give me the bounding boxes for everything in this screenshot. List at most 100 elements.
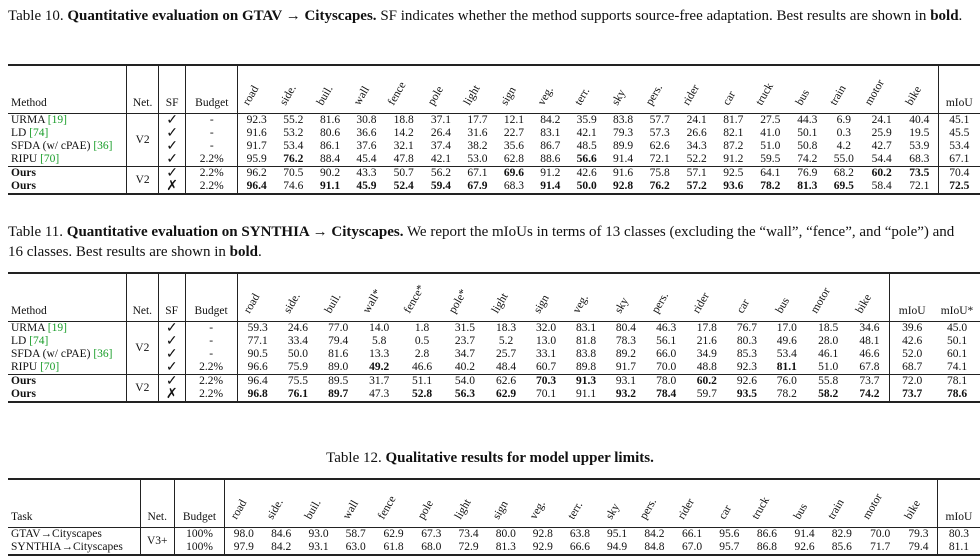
method-label: Ours: [11, 180, 36, 192]
score-cell: 35.6: [503, 140, 525, 152]
column-header-label: pole: [416, 498, 437, 522]
column-header-label: bike: [904, 84, 925, 108]
caption-text: We report the mIoUs in terms of 13 class…: [8, 224, 955, 260]
score-cell: 93.2: [615, 388, 636, 400]
caption-prefix: Table 12.: [326, 450, 382, 466]
column-header: fence: [374, 479, 413, 528]
score-cell: 74.2: [797, 153, 818, 165]
column-header-label: train: [825, 497, 847, 522]
column-header: bike: [901, 65, 939, 114]
column-header: rider: [678, 65, 715, 114]
score-cell: 67.1: [949, 153, 970, 165]
score-cell: 25.7: [495, 348, 517, 360]
network-label: V3+: [140, 527, 175, 555]
caption-prefix: Table 11.: [8, 224, 64, 240]
column-header: mIoU: [945, 511, 973, 523]
header-row: Method Net. SF Budget road side. buil. wall fenc…: [8, 65, 980, 114]
budget-value: -: [185, 140, 239, 153]
method-name: Ours: [8, 374, 127, 388]
caption-title: Qualitative results for model upper limi…: [385, 450, 654, 466]
column-header: SF: [158, 65, 187, 114]
network-label: V2: [126, 374, 159, 402]
column-header: truck: [748, 479, 786, 528]
column-header: fence*: [400, 273, 444, 322]
score-cell: 30.8: [348, 113, 385, 127]
method-label: URMA: [11, 322, 48, 334]
score-cell: 80.0: [487, 527, 525, 541]
column-header: fence: [385, 65, 423, 114]
score-cell: 34.9: [696, 348, 717, 360]
column-header: bus: [767, 273, 807, 322]
table10: Method Net. SF Budget road side. buil. wall fenc…: [8, 64, 980, 195]
score-cell: 94.9: [606, 541, 628, 553]
column-header-label: wall: [351, 84, 372, 108]
score-cell: 67.1: [459, 166, 496, 180]
score-cell: 81.8: [575, 335, 597, 347]
score-cell: 80.4: [605, 321, 646, 335]
table-row: GTAV→Cityscapes V3+ 100% 98.0 84.6 93.0 58.7 62…: [8, 527, 980, 555]
column-header-label: rider: [690, 290, 712, 316]
score-cell: 78.2: [776, 388, 797, 400]
score-cell: 76.0: [766, 374, 807, 388]
score-cell: 13.0: [536, 335, 557, 347]
column-header: car: [715, 65, 751, 114]
column-header-label: pole: [425, 84, 447, 108]
column-header: bike: [899, 479, 938, 528]
header-row: Method Net. SF Budget road side. buil. wall* fen…: [8, 273, 980, 322]
column-header-label: bike: [854, 292, 875, 316]
score-cell: 82.1: [723, 127, 744, 139]
column-header: motor: [860, 479, 899, 528]
score-cell: 67.3: [412, 527, 450, 541]
score-cell: 70.3: [526, 374, 567, 388]
budget-value: 2.2%: [185, 153, 239, 167]
score-cell: 2.8: [414, 348, 430, 360]
score-cell: 76.7: [727, 321, 767, 335]
score-cell: 0.3: [836, 127, 852, 139]
score-cell: 81.6: [328, 348, 349, 360]
score-cell: 42.7: [871, 140, 892, 152]
table10-caption: Table 10. Quantitative evaluation on GTA…: [8, 8, 963, 24]
table11-caption: Table 11. Quantitative evaluation on SYN…: [8, 224, 955, 260]
task-name: GTAV→Cityscapes: [8, 527, 141, 541]
table-row: RIPU [70] ✓ 2.2% 95.9 76.2 88.4 45.4 47.8 42.1 53…: [8, 152, 980, 167]
score-cell: 89.8: [575, 361, 597, 373]
column-header-label: fence: [375, 493, 399, 522]
score-cell: 23.7: [454, 335, 475, 347]
header-row: Task Net. Budget road side. buil. wall fence pol…: [8, 479, 980, 528]
score-cell: 49.2: [369, 361, 390, 373]
table-row: RIPU [70] ✓ 2.2% 96.6 75.9 89.0 49.2 46.6 40.2 48…: [8, 360, 980, 375]
caption-text: SF indicates whether the method supports…: [376, 8, 931, 24]
score-cell: 72.0: [889, 374, 934, 388]
score-cell: 42.6: [902, 335, 923, 347]
score-cell: 46.6: [412, 361, 433, 373]
score-cell: 86.8: [756, 541, 777, 553]
table11-grid: Method Net. SF Budget road side. buil. wall* fen…: [8, 272, 980, 403]
score-cell: 68.2: [825, 166, 863, 180]
score-cell: 62.6: [485, 374, 527, 388]
score-cell: 88.4: [319, 153, 341, 165]
column-header: road: [238, 65, 275, 114]
score-cell: 89.5: [318, 374, 359, 388]
column-header: Budget: [185, 65, 239, 114]
table-row: Ours ✗ 2.2% 96.8 76.1 89.7 47.3 52.8 56.3 62.9 70.…: [8, 387, 980, 402]
table-row: LD [74] ✓ -91.6 53.2 80.6 36.6 14.2 26.4 31.6 22.…: [8, 126, 980, 140]
column-header: mIoU*: [940, 305, 974, 317]
score-cell: 12.1: [495, 113, 533, 127]
score-cell: 45.5: [949, 127, 970, 139]
column-header: Net.: [140, 479, 175, 528]
score-cell: 85.6: [831, 541, 852, 553]
budget-value: 2.2%: [185, 166, 239, 180]
citation-link: [70]: [40, 361, 60, 373]
score-cell: 78.4: [656, 388, 677, 400]
budget-value: 2.2%: [185, 180, 239, 194]
column-header-label: road: [228, 497, 249, 522]
column-header-label: train: [828, 83, 849, 108]
score-cell: 51.1: [400, 374, 444, 388]
column-header-label: motor: [809, 285, 834, 316]
column-header-label: terr.: [572, 85, 592, 108]
budget-value: 2.2%: [185, 361, 238, 375]
method-name: Ours: [8, 388, 127, 402]
column-header: veg.: [566, 273, 606, 322]
sf-mark: ✗: [158, 387, 186, 402]
score-cell: 57.7: [641, 113, 679, 127]
